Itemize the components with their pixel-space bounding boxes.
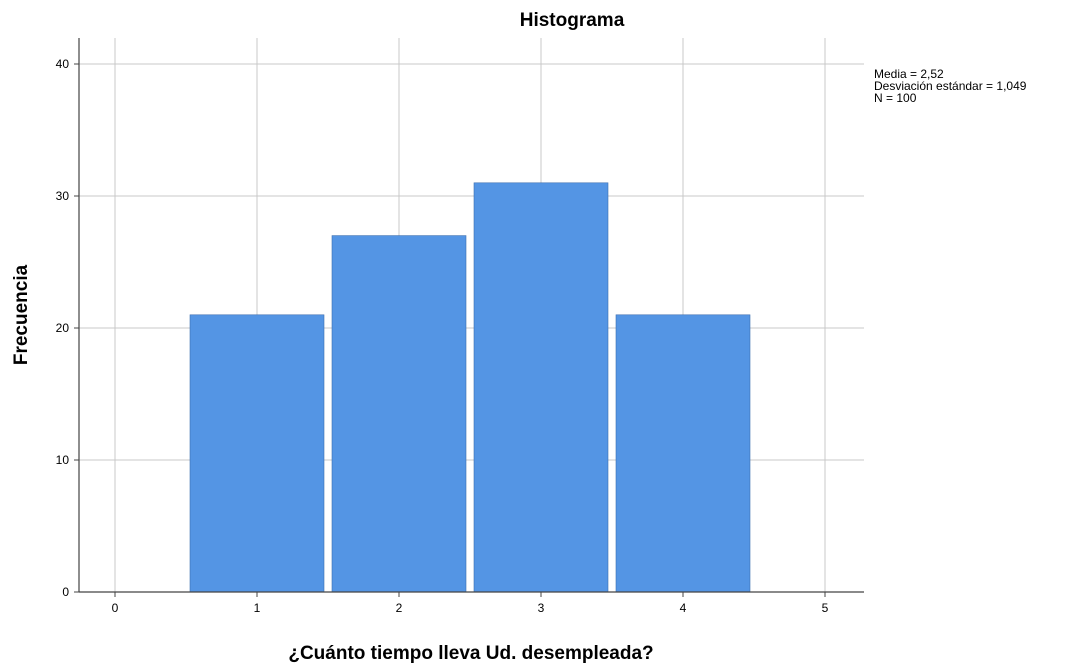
- x-tick-label-4: 4: [680, 601, 687, 615]
- y-tick-label-0: 0: [62, 585, 69, 599]
- x-tick-label-5: 5: [822, 601, 829, 615]
- stats-std: Desviación estándar = 1,049: [874, 79, 1027, 93]
- tick-labels: 0 10 20 30 40 0 1 2 3 4 5: [56, 57, 829, 615]
- bars: [189, 182, 751, 593]
- bar-2: [331, 235, 467, 593]
- x-tick-label-3: 3: [538, 601, 545, 615]
- axes: [78, 38, 864, 593]
- chart-title: Histograma: [520, 10, 625, 31]
- y-tick-label-2: 20: [56, 321, 70, 335]
- stats-mean: Media = 2,52: [874, 67, 944, 81]
- y-tick-label-1: 10: [56, 453, 70, 467]
- y-axis-label: Frecuencia: [11, 264, 32, 365]
- x-tick-label-1: 1: [254, 601, 261, 615]
- y-tick-label-4: 40: [56, 57, 70, 71]
- bar-3: [473, 182, 609, 593]
- bar-1: [189, 314, 325, 593]
- x-tick-label-2: 2: [396, 601, 403, 615]
- bar-4: [615, 314, 751, 593]
- stats-legend: Media = 2,52 Desviación estándar = 1,049…: [874, 67, 1027, 105]
- x-tick-label-0: 0: [112, 601, 119, 615]
- y-tick-label-3: 30: [56, 189, 70, 203]
- stats-n: N = 100: [874, 91, 917, 105]
- x-axis-label: ¿Cuánto tiempo lleva Ud. desempleada?: [288, 643, 653, 664]
